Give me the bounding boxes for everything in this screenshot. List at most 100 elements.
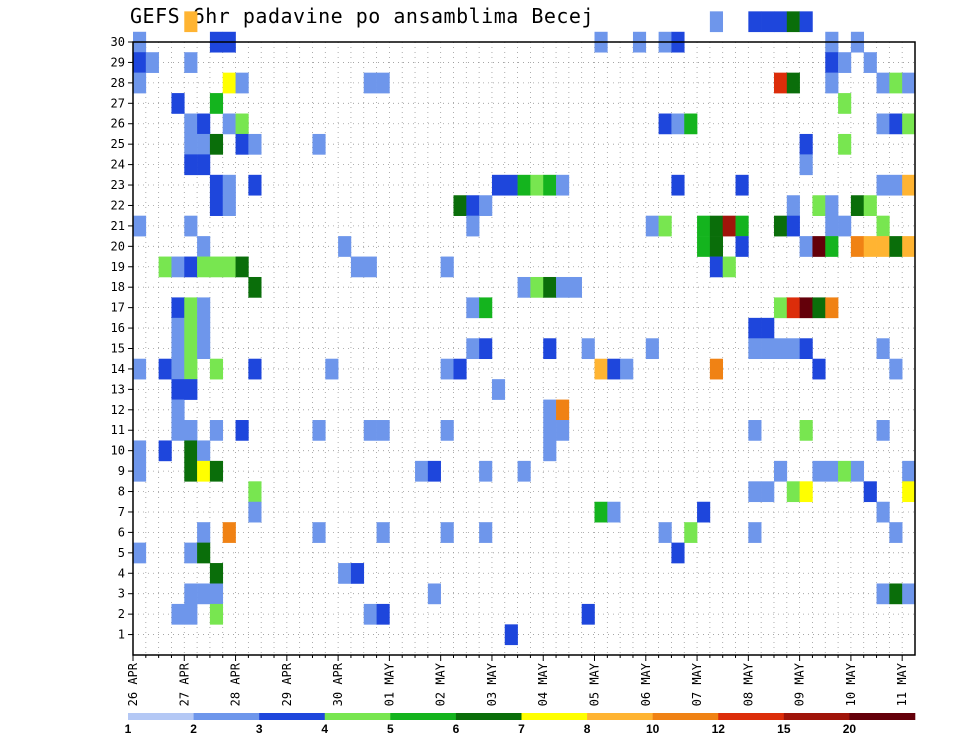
y-tick-label: 4 xyxy=(118,566,125,580)
x-tick-label: 02 MAY xyxy=(434,662,448,706)
heatmap-cell xyxy=(671,113,685,135)
heatmap-cell xyxy=(876,174,890,196)
heatmap-cell xyxy=(889,72,903,94)
heatmap-cell xyxy=(363,420,377,441)
heatmap-cell xyxy=(222,256,236,278)
y-tick-label: 21 xyxy=(111,219,125,233)
heatmap-cell xyxy=(440,522,454,543)
heatmap-cell xyxy=(876,420,890,441)
heatmap-cell xyxy=(825,195,839,216)
heatmap-cell xyxy=(748,420,762,441)
heatmap-cell xyxy=(491,174,506,196)
x-tick-label: 07 MAY xyxy=(690,662,704,706)
heatmap-cell xyxy=(517,174,531,196)
heatmap-cell xyxy=(184,583,198,605)
heatmap-cell xyxy=(171,358,185,380)
heatmap-cell xyxy=(838,93,852,114)
heatmap-cell xyxy=(876,338,890,360)
heatmap-cell xyxy=(863,236,877,257)
heatmap-cell xyxy=(722,215,736,237)
heatmap-cell xyxy=(697,215,711,237)
y-tick-label: 28 xyxy=(111,76,125,90)
heatmap-cell xyxy=(620,358,634,380)
heatmap-cell xyxy=(184,52,198,73)
heatmap-cell xyxy=(171,399,185,421)
colorbar-swatch xyxy=(128,713,194,720)
heatmap-cell xyxy=(876,501,890,523)
heatmap-cell xyxy=(184,603,198,625)
heatmap-cell xyxy=(889,358,903,380)
heatmap-cell xyxy=(209,133,224,155)
heatmap-cell xyxy=(709,358,724,380)
heatmap-cell xyxy=(581,603,595,625)
heatmap-cell xyxy=(863,195,877,216)
heatmap-cell xyxy=(427,583,441,605)
heatmap-cell xyxy=(184,338,198,360)
heatmap-cell xyxy=(863,52,877,73)
heatmap-cell xyxy=(312,420,326,441)
y-tick-label: 2 xyxy=(118,607,125,621)
heatmap-cell xyxy=(773,72,788,94)
heatmap-cell xyxy=(312,133,326,155)
heatmap-cell xyxy=(556,399,570,421)
heatmap-cell xyxy=(838,460,852,482)
heatmap-cell xyxy=(786,11,800,33)
y-tick-label: 19 xyxy=(111,260,125,274)
heatmap-cell xyxy=(799,11,813,33)
heatmap-cell xyxy=(773,215,788,237)
heatmap-cell xyxy=(184,460,198,482)
heatmap-cell xyxy=(248,358,262,380)
heatmap-cell xyxy=(479,522,493,543)
heatmap-cell xyxy=(825,297,839,319)
heatmap-cell xyxy=(197,256,211,278)
heatmap-cell xyxy=(133,215,147,237)
heatmap-cell xyxy=(171,338,185,360)
heatmap-cell xyxy=(466,195,480,216)
heatmap-cell xyxy=(889,583,903,605)
heatmap-cell xyxy=(184,542,198,564)
heatmap-cell xyxy=(248,133,262,155)
heatmap-cell xyxy=(799,297,813,319)
heatmap-cell xyxy=(902,460,916,482)
colorbar-label: 15 xyxy=(777,722,791,736)
heatmap-cell xyxy=(209,93,224,114)
heatmap-cell xyxy=(761,317,775,339)
heatmap-cell xyxy=(171,256,185,278)
heatmap-cell xyxy=(709,215,724,237)
y-tick-label: 27 xyxy=(111,96,125,110)
heatmap-cell xyxy=(530,276,544,298)
y-tick-label: 25 xyxy=(111,137,125,151)
heatmap-cell xyxy=(197,154,211,176)
heatmap-cell xyxy=(761,11,775,33)
heatmap-cell xyxy=(325,358,339,380)
heatmap-cell xyxy=(453,358,467,380)
heatmap-cell xyxy=(850,460,865,482)
heatmap-cell xyxy=(543,399,557,421)
y-tick-label: 9 xyxy=(118,464,125,478)
heatmap-cell xyxy=(748,522,762,543)
heatmap-cell xyxy=(799,154,813,176)
heatmap-cell xyxy=(504,624,518,646)
y-tick-label: 30 xyxy=(111,35,125,49)
heatmap-cell xyxy=(440,358,454,380)
heatmap-cell xyxy=(440,420,454,441)
x-tick-label: 04 MAY xyxy=(536,662,550,706)
colorbar: 1 2 3 4 5 6 7 8 10 12 15 20 xyxy=(125,713,916,736)
heatmap-cell xyxy=(171,379,185,400)
heatmap-cell xyxy=(748,481,762,503)
grid-layer xyxy=(133,41,915,655)
heatmap-cell xyxy=(376,603,390,625)
heatmap-cell xyxy=(786,215,800,237)
heatmap-cell xyxy=(838,215,852,237)
heatmap-cell xyxy=(363,603,377,625)
heatmap-cell xyxy=(773,297,788,319)
heatmap-cell xyxy=(889,174,903,196)
heatmap-cell xyxy=(902,481,916,503)
heatmap-cell xyxy=(504,174,518,196)
x-tick-label: 26 APR xyxy=(126,662,140,706)
heatmap-cell xyxy=(415,460,429,482)
y-tick-label: 29 xyxy=(111,55,125,69)
heatmap-cell xyxy=(876,113,890,135)
y-tick-label: 13 xyxy=(111,382,125,396)
